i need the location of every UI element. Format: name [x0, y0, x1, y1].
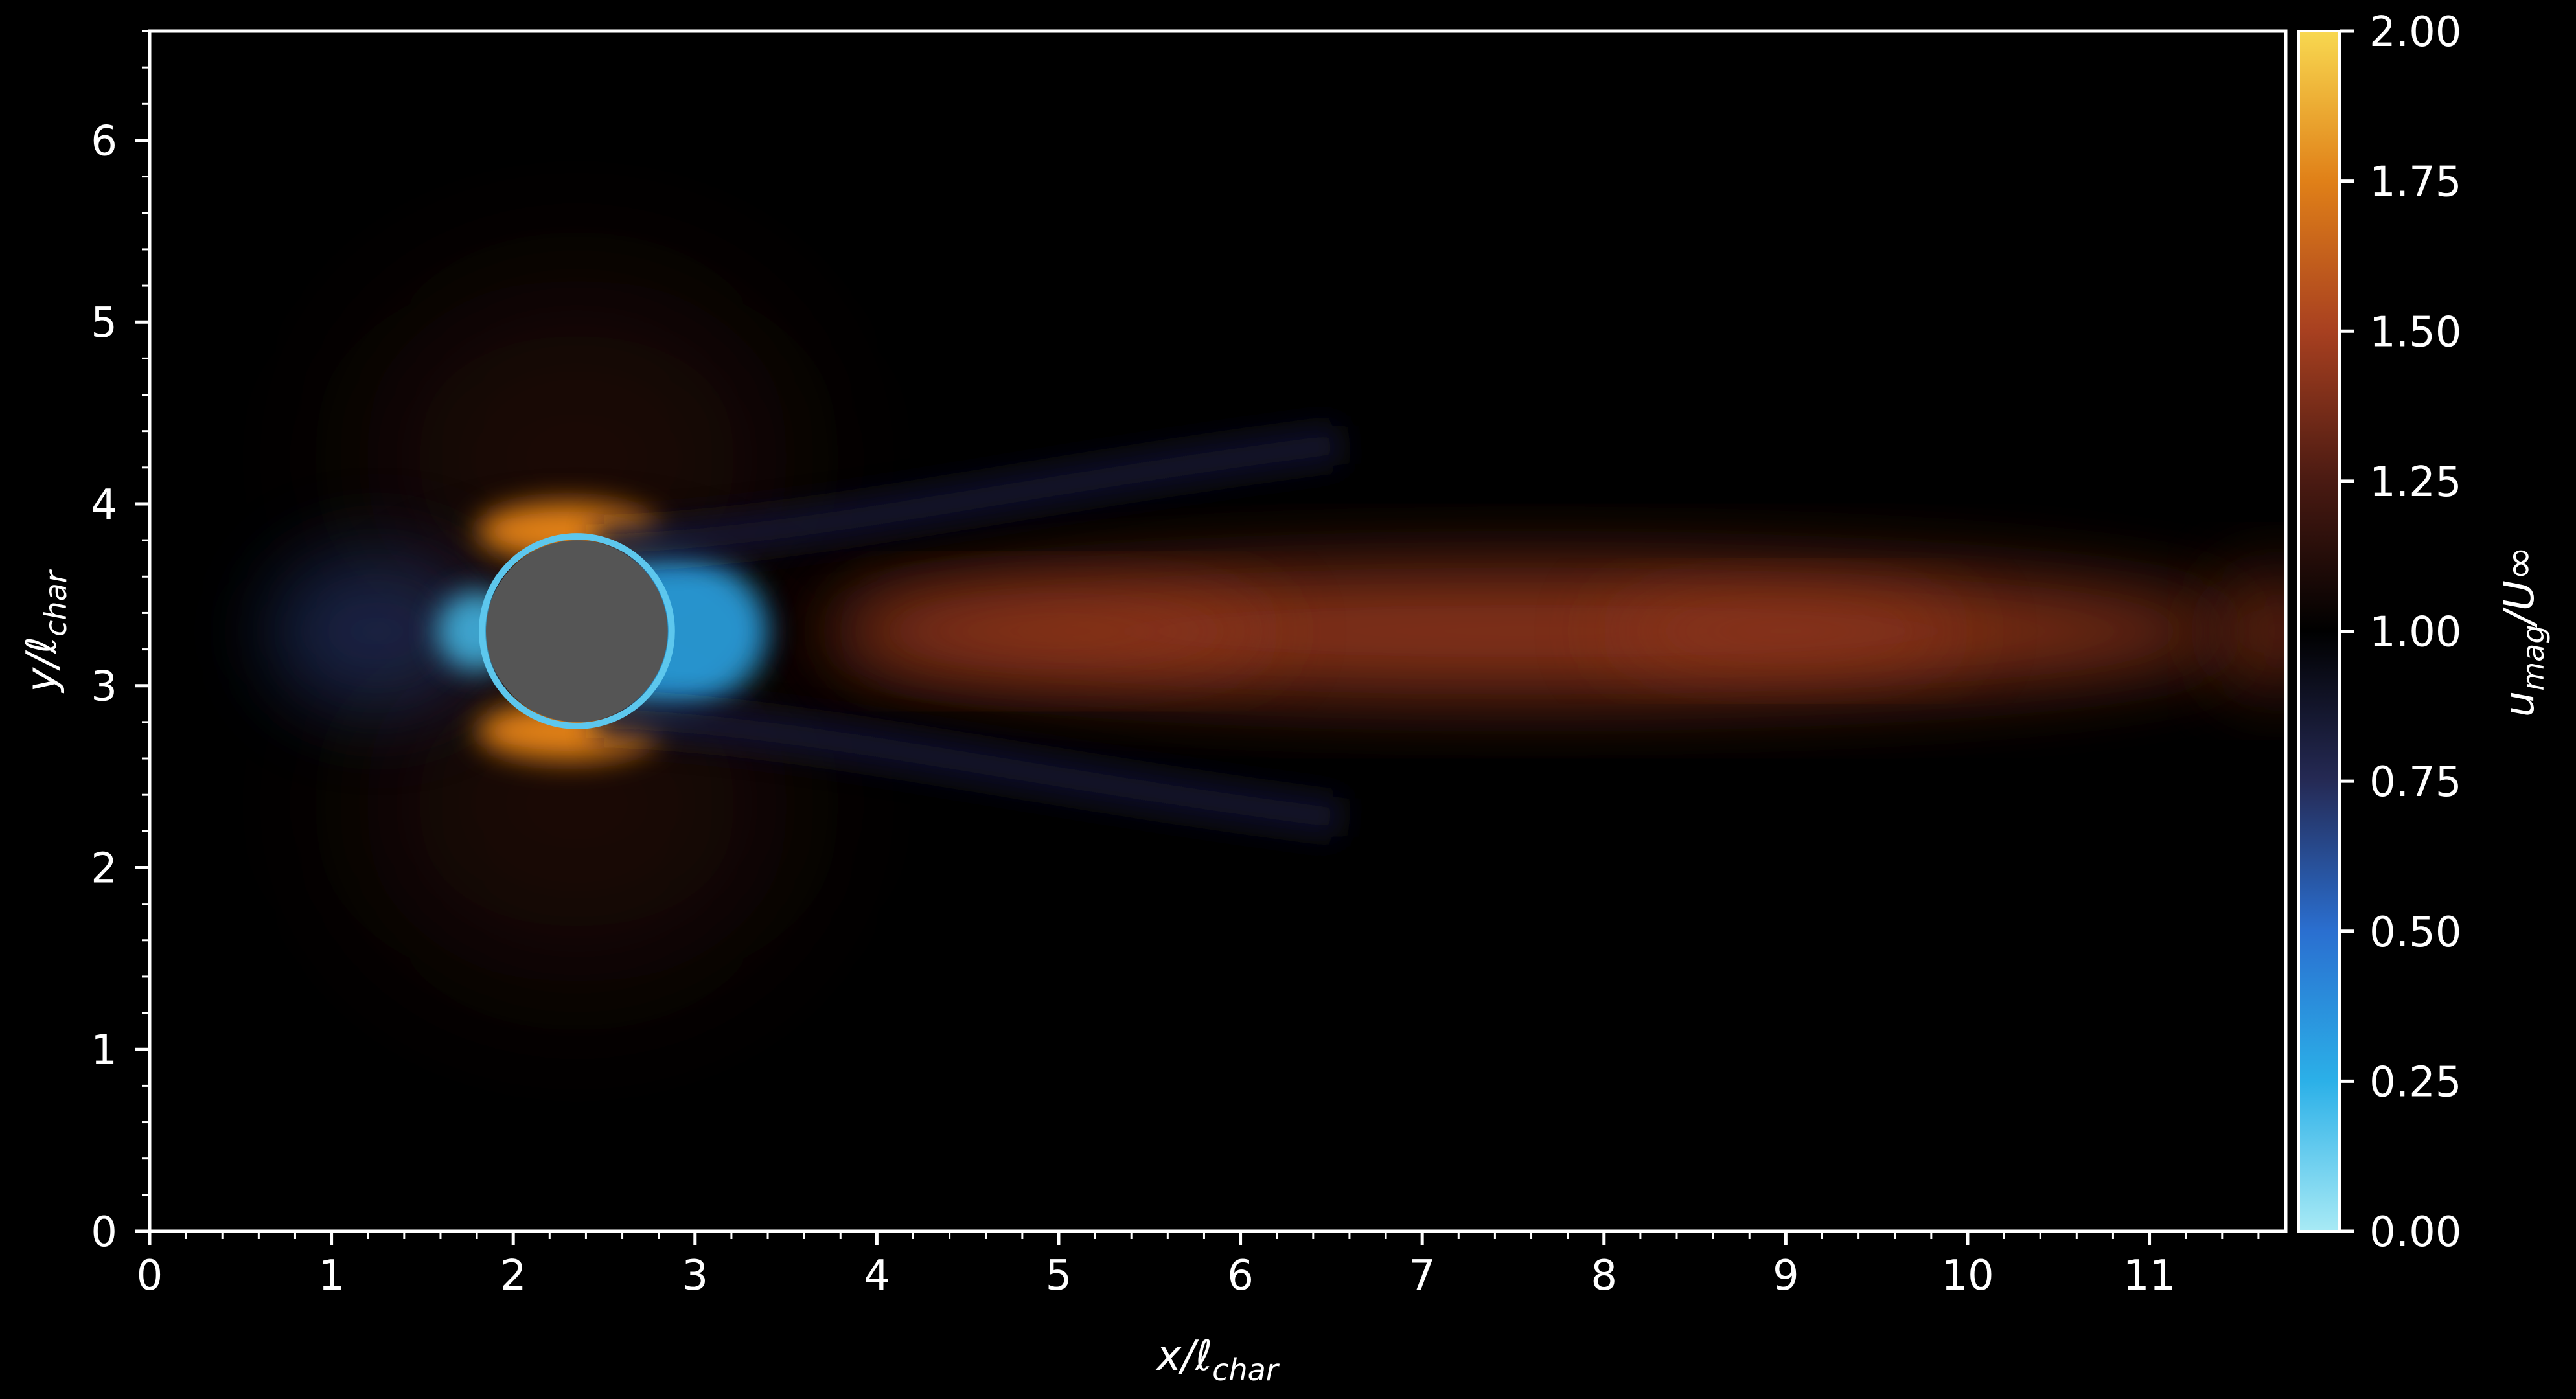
colorbar-tick-label: 0.75 — [2369, 758, 2462, 806]
cylinder-boundary-layer — [479, 533, 675, 729]
shear-layers — [594, 424, 1343, 838]
x-tick-label: 1 — [318, 1252, 345, 1300]
y-tick-label: 6 — [91, 117, 117, 165]
x-tick-label: 10 — [1941, 1252, 1994, 1300]
y-tick-label: 2 — [91, 845, 117, 893]
colorbar: 0.00 0.25 0.50 0.75 1.00 1.25 1.50 1.75 2.00 uma… — [2297, 8, 2551, 1257]
x-tick-label: 4 — [864, 1252, 890, 1300]
field-wake-band-core-far — [1604, 595, 1968, 668]
field-wake-band-core-near — [840, 591, 1277, 672]
colorbar-tick-label: 1.75 — [2369, 159, 2462, 207]
y-tick-label: 1 — [91, 1027, 117, 1075]
field-wake-outlet — [2222, 576, 2286, 686]
x-tick-label: 11 — [2123, 1252, 2176, 1300]
colorbar-gradient — [2299, 31, 2340, 1231]
colorbar-tick-label: 0.00 — [2369, 1209, 2462, 1257]
colorbar-tick-label: 1.50 — [2369, 308, 2462, 356]
plot-frame — [148, 29, 2288, 1233]
x-tick-label: 6 — [1227, 1252, 1254, 1300]
colorbar-tick-label: 2.00 — [2369, 8, 2462, 56]
lower-shear-layer — [594, 699, 1343, 838]
y-axis-label: y/ℓchar — [18, 569, 73, 694]
x-tick-label: 7 — [1409, 1252, 1436, 1300]
colorbar-tick-label: 1.25 — [2369, 459, 2462, 506]
y-axis: 0 1 2 3 4 5 6 — [91, 30, 150, 1257]
upper-shear-layer — [594, 424, 1343, 563]
colorbar-label: umag/U∞ — [2496, 546, 2551, 717]
field-upstream-halo — [268, 549, 487, 713]
x-axis-label: x/ℓchar — [1155, 1332, 1280, 1387]
y-tick-label: 4 — [91, 481, 117, 529]
cylinder-obstacle — [486, 540, 668, 722]
x-tick-label: 8 — [1591, 1252, 1617, 1300]
colorbar-tick-label: 0.50 — [2369, 909, 2462, 957]
y-tick-label: 5 — [91, 299, 117, 347]
heatmap-field — [150, 31, 2286, 1231]
x-tick-label: 9 — [1773, 1252, 1799, 1300]
colorbar-tick-label: 1.00 — [2369, 609, 2462, 657]
x-tick-label: 3 — [682, 1252, 708, 1300]
x-tick-label: 2 — [500, 1252, 527, 1300]
y-tick-label: 3 — [91, 663, 117, 711]
colorbar-tick-label: 0.25 — [2369, 1058, 2462, 1106]
colorbar-ticks: 0.00 0.25 0.50 0.75 1.00 1.25 1.50 1.75 2.00 — [2340, 8, 2462, 1257]
x-axis: 0 1 2 3 4 5 6 7 8 9 10 11 — [137, 1231, 2260, 1300]
x-tick-label: 5 — [1046, 1252, 1072, 1300]
y-tick-label: 0 — [91, 1209, 117, 1257]
x-tick-label: 0 — [137, 1252, 163, 1300]
